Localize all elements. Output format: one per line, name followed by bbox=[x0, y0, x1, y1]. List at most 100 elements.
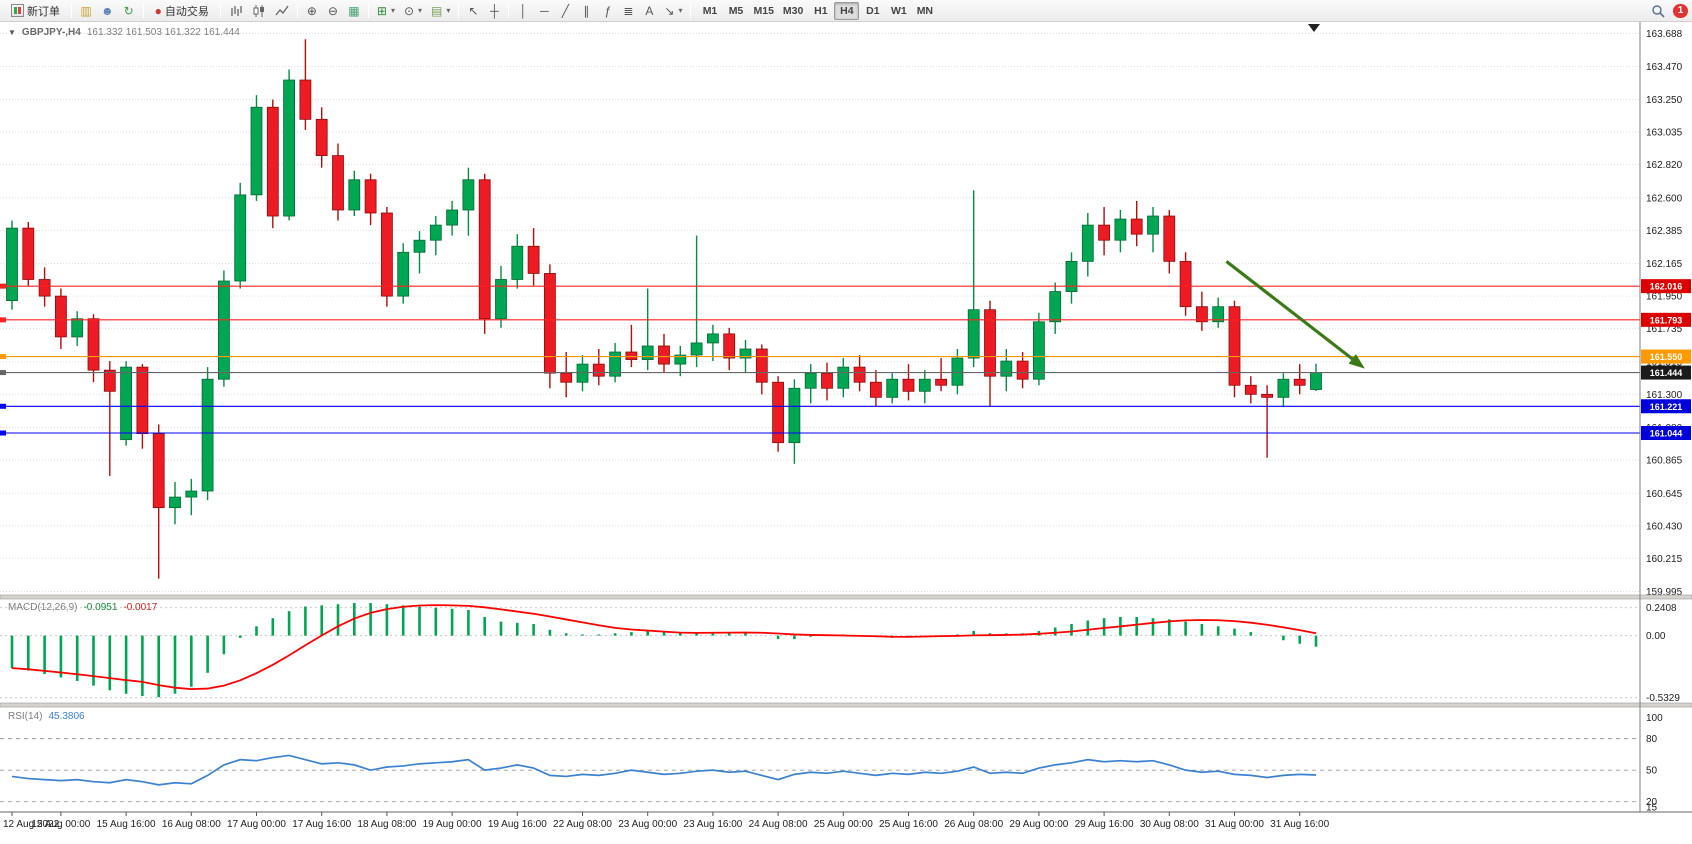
line-chart-icon bbox=[275, 5, 289, 15]
svg-text:15: 15 bbox=[1646, 802, 1658, 813]
timeframe-m30-button[interactable]: M30 bbox=[779, 2, 807, 20]
rsi-panel[interactable] bbox=[0, 707, 1640, 812]
symbol-collapse-icon[interactable]: ▼ bbox=[8, 28, 16, 37]
svg-text:163.470: 163.470 bbox=[1646, 62, 1683, 73]
timeframe-d1-button[interactable]: D1 bbox=[860, 2, 885, 20]
zoom-out-button[interactable]: ⊖ bbox=[323, 2, 343, 20]
svg-text:161.044: 161.044 bbox=[1650, 429, 1683, 439]
svg-text:161.221: 161.221 bbox=[1650, 402, 1683, 412]
navigator-button[interactable]: ☻ bbox=[97, 2, 118, 20]
timeframe-m1-button[interactable]: M1 bbox=[697, 2, 722, 20]
channel-button[interactable]: ∥ bbox=[576, 2, 596, 20]
hline-anchor[interactable] bbox=[0, 430, 6, 436]
timeframe-m5-button[interactable]: M5 bbox=[723, 2, 748, 20]
cursor-button[interactable]: ↖ bbox=[463, 2, 483, 20]
price-tag-161.550 bbox=[1641, 349, 1691, 364]
autotrading-icon: ● bbox=[154, 3, 162, 18]
horizontal-line-button[interactable]: ─ bbox=[534, 2, 554, 20]
hline-anchor[interactable] bbox=[0, 317, 6, 323]
svg-text:17 Aug 00:00: 17 Aug 00:00 bbox=[227, 819, 286, 830]
svg-text:19 Aug 16:00: 19 Aug 16:00 bbox=[488, 819, 547, 830]
search-button[interactable] bbox=[1647, 2, 1669, 20]
toolbar-separator bbox=[367, 3, 369, 18]
crosshair-button[interactable]: ┼ bbox=[484, 2, 504, 20]
price-axis[interactable] bbox=[1640, 22, 1692, 812]
symbol-period-label: GBPJPY-,H4 bbox=[21, 27, 81, 38]
rsi-header: RSI(14) 45.3806 bbox=[8, 711, 85, 722]
new-order-button[interactable]: 新订单 bbox=[4, 2, 67, 20]
macd-panel[interactable] bbox=[0, 599, 1640, 703]
toolbar-separator bbox=[690, 3, 692, 18]
trendline-button[interactable]: ╱ bbox=[555, 2, 575, 20]
panel-divider-rsi[interactable] bbox=[0, 702, 1692, 708]
macd-signal-value: -0.0017 bbox=[123, 602, 158, 613]
vertical-line-button[interactable]: │ bbox=[513, 2, 533, 20]
arrows-tool-button[interactable]: ↘ ▾ bbox=[660, 2, 686, 20]
fibonacci-button[interactable]: ƒ bbox=[597, 2, 617, 20]
indicators-button[interactable]: ⊞ ▾ bbox=[373, 2, 399, 20]
horizontal-line-icon: ─ bbox=[540, 3, 549, 18]
terminal-button[interactable]: ↻ bbox=[119, 2, 139, 20]
hline-anchor[interactable] bbox=[0, 370, 6, 376]
horizontal-lines-layer bbox=[0, 283, 1640, 436]
hline-anchor[interactable] bbox=[0, 283, 6, 289]
svg-text:162.600: 162.600 bbox=[1646, 193, 1683, 204]
main-toolbar: 新订单 ▥ ☻ ↻ ● 自动交易 ⊕ ⊖ ▦ ⊞ ▾ ⊙ ▾ ▤ ▾ ↖ ┼ │ ─ … bbox=[0, 0, 1692, 22]
text-tool-button[interactable]: A bbox=[639, 2, 659, 20]
svg-text:31 Aug 00:00: 31 Aug 00:00 bbox=[1205, 819, 1264, 830]
chart-candles-button[interactable] bbox=[248, 2, 270, 20]
trendline-icon: ╱ bbox=[561, 3, 570, 18]
chart-plot-area[interactable] bbox=[0, 22, 1640, 595]
hline-anchor[interactable] bbox=[0, 354, 6, 360]
svg-text:161.950: 161.950 bbox=[1646, 292, 1683, 303]
clock-icon: ⊙ bbox=[403, 3, 415, 18]
macd-header: MACD(12,26,9) -0.0951 -0.0017 bbox=[8, 602, 157, 613]
indicators-icon: ⊞ bbox=[376, 3, 387, 18]
timeframe-w1-button[interactable]: W1 bbox=[886, 2, 911, 20]
svg-text:100: 100 bbox=[1646, 713, 1663, 724]
templates-button[interactable]: ▤ ▾ bbox=[427, 2, 454, 20]
time-axis[interactable] bbox=[0, 812, 1692, 833]
arrow-tool-icon: ↘ bbox=[664, 3, 675, 18]
timeframe-m15-button[interactable]: M15 bbox=[749, 2, 777, 20]
dropdown-arrow-icon: ▾ bbox=[418, 6, 423, 15]
toolbar-separator bbox=[508, 3, 510, 18]
periods-button[interactable]: ⊙ ▾ bbox=[400, 2, 426, 20]
toolbar-separator bbox=[458, 3, 460, 18]
dropdown-arrow-icon: ▾ bbox=[390, 6, 395, 15]
svg-text:31 Aug 16:00: 31 Aug 16:00 bbox=[1270, 819, 1329, 830]
timeframe-h4-button[interactable]: H4 bbox=[834, 1, 860, 20]
tile-windows-button[interactable]: ▦ bbox=[344, 2, 364, 20]
cycle-lines-icon: ≣ bbox=[623, 3, 634, 18]
svg-text:23 Aug 16:00: 23 Aug 16:00 bbox=[683, 819, 742, 830]
toolbar-separator bbox=[219, 3, 221, 18]
toolbar-separator bbox=[296, 3, 298, 18]
zoom-in-icon: ⊕ bbox=[306, 3, 317, 18]
price-tag-161.444 bbox=[1641, 365, 1691, 380]
svg-text:0.2408: 0.2408 bbox=[1646, 603, 1677, 614]
chart-shift-marker[interactable] bbox=[1308, 24, 1320, 32]
timeframe-h1-button[interactable]: H1 bbox=[808, 2, 833, 20]
price-tags-layer: 162.016 161.793 161.550 161.444 161.221 161.0… bbox=[1641, 279, 1691, 441]
svg-text:161.550: 161.550 bbox=[1650, 352, 1683, 362]
candle-chart-icon bbox=[253, 4, 264, 17]
hline-anchor[interactable] bbox=[0, 403, 6, 409]
panel-divider-macd[interactable] bbox=[0, 594, 1692, 600]
autotrading-button[interactable]: ● 自动交易 bbox=[148, 2, 216, 20]
chart-line-button[interactable] bbox=[271, 2, 293, 20]
notification-badge[interactable]: 1 bbox=[1673, 3, 1688, 18]
timeframe-mn-button[interactable]: MN bbox=[912, 2, 937, 20]
cycle-lines-button[interactable]: ≣ bbox=[618, 2, 638, 20]
chart-bars-button[interactable] bbox=[225, 2, 247, 20]
autotrading-label: 自动交易 bbox=[164, 5, 209, 18]
svg-text:23 Aug 00:00: 23 Aug 00:00 bbox=[618, 819, 677, 830]
market-watch-button[interactable]: ▥ bbox=[76, 2, 96, 20]
svg-text:162.385: 162.385 bbox=[1646, 226, 1683, 237]
zoom-in-button[interactable]: ⊕ bbox=[302, 2, 322, 20]
svg-text:22 Aug 08:00: 22 Aug 08:00 bbox=[553, 819, 612, 830]
svg-text:159.995: 159.995 bbox=[1646, 587, 1683, 598]
toolbar-separator bbox=[71, 3, 72, 18]
trend-arrow[interactable] bbox=[1225, 260, 1365, 369]
